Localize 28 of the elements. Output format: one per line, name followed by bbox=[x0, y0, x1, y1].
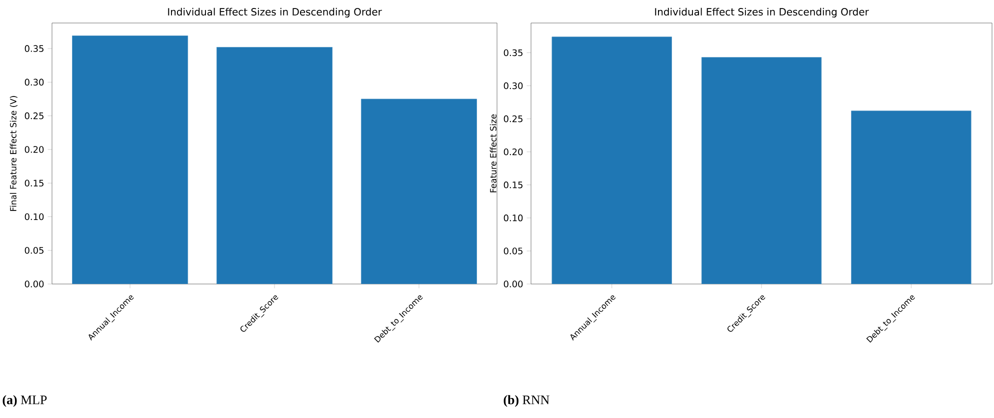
y-tick-label: 0.30 bbox=[504, 82, 523, 90]
y-tick-label: 0.05 bbox=[24, 246, 44, 254]
y-tick-label: 0.15 bbox=[504, 181, 522, 188]
y-tick-label: 0.00 bbox=[24, 280, 44, 288]
y-tick-label: 0.30 bbox=[24, 78, 44, 86]
chart-title: Individual Effect Sizes in Descending Order bbox=[168, 8, 382, 18]
bar bbox=[72, 36, 188, 284]
y-tick-label: 0.35 bbox=[504, 49, 522, 56]
text: (b) RNN bbox=[504, 395, 550, 407]
y-tick-label: 0.20 bbox=[24, 146, 44, 153]
y-tick-label: 0.35 bbox=[24, 45, 44, 52]
y-tick-label: 0.20 bbox=[504, 148, 523, 156]
y-tick-label: 0.10 bbox=[24, 213, 44, 220]
y-tick-label: 0.10 bbox=[504, 214, 523, 222]
chart-title: Individual Effect Sizes in Descending Order bbox=[655, 8, 869, 18]
y-tick-label: 0.00 bbox=[504, 280, 523, 288]
y-tick-label: 0.25 bbox=[24, 112, 44, 120]
y-tick-label: 0.05 bbox=[504, 248, 522, 254]
y-axis-title: Feature Effect Size bbox=[490, 114, 496, 192]
y-tick-label: 0.25 bbox=[504, 115, 522, 122]
y-axis-title: Final Feature Effect Size (V) bbox=[10, 96, 18, 211]
bar bbox=[552, 36, 672, 284]
bar bbox=[216, 47, 332, 284]
bar bbox=[360, 98, 477, 284]
text: (a) MLP bbox=[2, 395, 47, 407]
y-tick-label: 0.15 bbox=[24, 180, 44, 186]
bar bbox=[851, 110, 972, 284]
bar bbox=[701, 57, 822, 284]
